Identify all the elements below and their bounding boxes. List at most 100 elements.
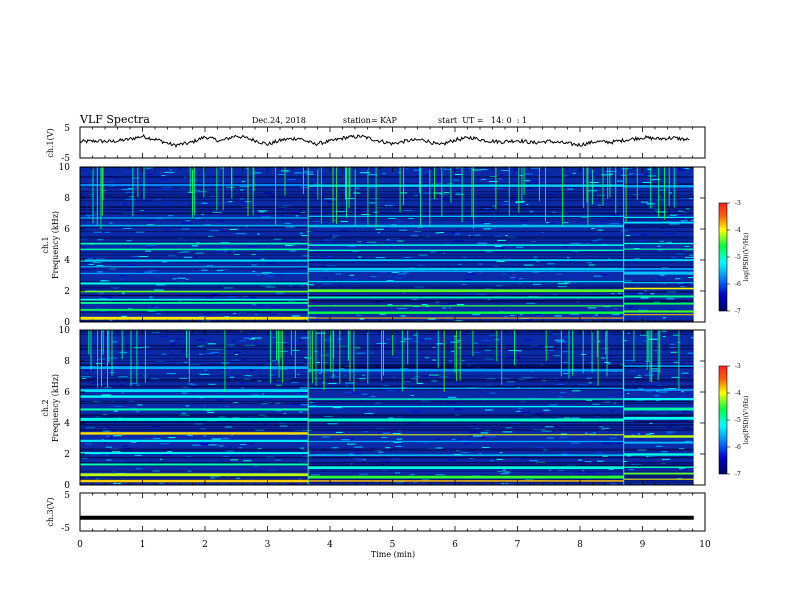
spectrogram-noise [186,278,189,280]
spectrogram-noise [482,340,492,341]
spectrogram-noise [497,356,504,358]
spectrogram-noise [81,267,86,269]
spectrogram-dark-band [80,200,694,202]
spectrogram-noise [258,304,264,306]
spectrogram-dark-band [80,348,694,349]
spectrogram-noise [108,436,114,437]
spectrogram-noise [472,169,482,171]
spectrogram-noise [243,458,253,460]
spectrogram-noise [162,454,172,456]
spectrogram-noise [483,208,490,210]
spectrogram-spike [434,167,436,200]
spectrogram-noise [127,187,133,189]
spectrogram-noise [124,191,134,193]
spectrogram-noise [301,337,309,339]
spectrogram-noise [380,271,387,273]
spectrogram-noise [240,198,244,200]
spectrogram-noise [288,251,298,253]
spectrogram-noise [639,482,642,484]
spectrogram-noise [229,228,238,230]
spectrogram-noise [441,198,450,200]
spectrogram-noise [669,347,677,349]
spectrogram-noise [181,412,187,414]
spectrogram-noise [332,447,338,449]
spectrogram-noise [627,332,631,334]
spectrogram-noise [299,340,302,342]
spectrogram-noise [353,371,361,373]
spectrogram-spike [216,167,218,211]
spectrogram-noise [164,171,174,173]
spectrogram-dark-band [80,227,694,228]
spectrogram-noise [375,228,384,230]
spectrogram-noise [291,315,300,317]
spectrogram-noise [208,383,216,385]
spectrogram-noise [224,426,232,428]
spectrogram-noise [356,378,366,380]
colorbar-tick-label: -5 [735,417,741,424]
spectrogram-noise [354,453,362,455]
spectrogram-noise [189,180,198,182]
spectrogram-noise [200,213,205,215]
spectrogram-noise [608,217,611,219]
spectrogram-noise [187,434,193,436]
spectrogram-noise [264,192,273,194]
spectrogram-band [308,418,624,422]
spectrogram-noise [165,229,171,231]
spectrogram-dark-band [80,421,694,423]
spectrogram-noise [155,313,161,315]
spectrogram-noise [299,232,303,234]
spectrogram-noise [520,220,528,222]
spectrogram-noise [353,192,361,194]
spectrogram-noise [540,232,544,233]
spectrogram-noise [516,246,524,248]
spectrogram-noise [500,473,510,475]
spectrogram-noise [360,172,370,174]
spectrogram-noise [606,363,612,365]
spectrogram-noise [122,445,128,447]
spectrogram-noise [596,194,605,196]
spectrogram-spike [419,167,421,194]
spectrogram-noise [463,168,469,170]
x-axis-label: Time (min) [371,550,415,559]
spectrogram-noise [522,377,533,379]
spectrogram-noise [361,374,365,376]
spectrogram-noise [637,449,646,451]
spectrogram-noise [229,376,235,378]
spectrogram-noise [262,272,272,274]
spectrogram-noise [239,340,246,342]
spectrogram-spike [275,167,277,225]
spectrogram-noise [567,188,573,190]
spectrogram-noise [438,376,443,378]
spectrogram-noise [435,438,440,440]
spectrogram-noise [403,338,407,340]
spectrogram-noise [645,384,653,386]
spectrogram-noise [288,223,296,225]
spectrogram-noise [371,352,374,354]
spectrogram-noise [321,256,328,257]
spectrogram-noise [187,383,194,385]
spectrogram-noise [638,439,645,440]
spectrogram-noise [432,359,437,361]
spectrogram-dark-band [80,331,694,333]
spectrogram-noise [554,339,564,341]
spectrogram-noise [435,178,445,180]
spectrogram-noise [494,187,504,189]
spectrogram-noise [294,172,303,174]
spectrogram-noise [608,468,614,470]
spectrogram-noise [230,459,239,461]
spectrogram-band [623,314,694,316]
spectrogram-noise [585,472,595,474]
spectrogram-noise [628,173,633,175]
spectrogram-noise [345,382,355,384]
spectrogram-noise [659,178,663,180]
spectrogram-noise [547,407,553,409]
spectrogram-noise [183,361,188,363]
colorbar-tick-label: -6 [735,444,741,451]
spectrogram-noise [82,169,87,171]
spectrogram-noise [218,220,224,222]
spectrogram-band [308,289,624,293]
spectrogram-noise [591,228,595,230]
spectrogram-noise [257,214,267,216]
spectrogram-noise [92,377,99,379]
spectrogram-noise [589,433,595,435]
